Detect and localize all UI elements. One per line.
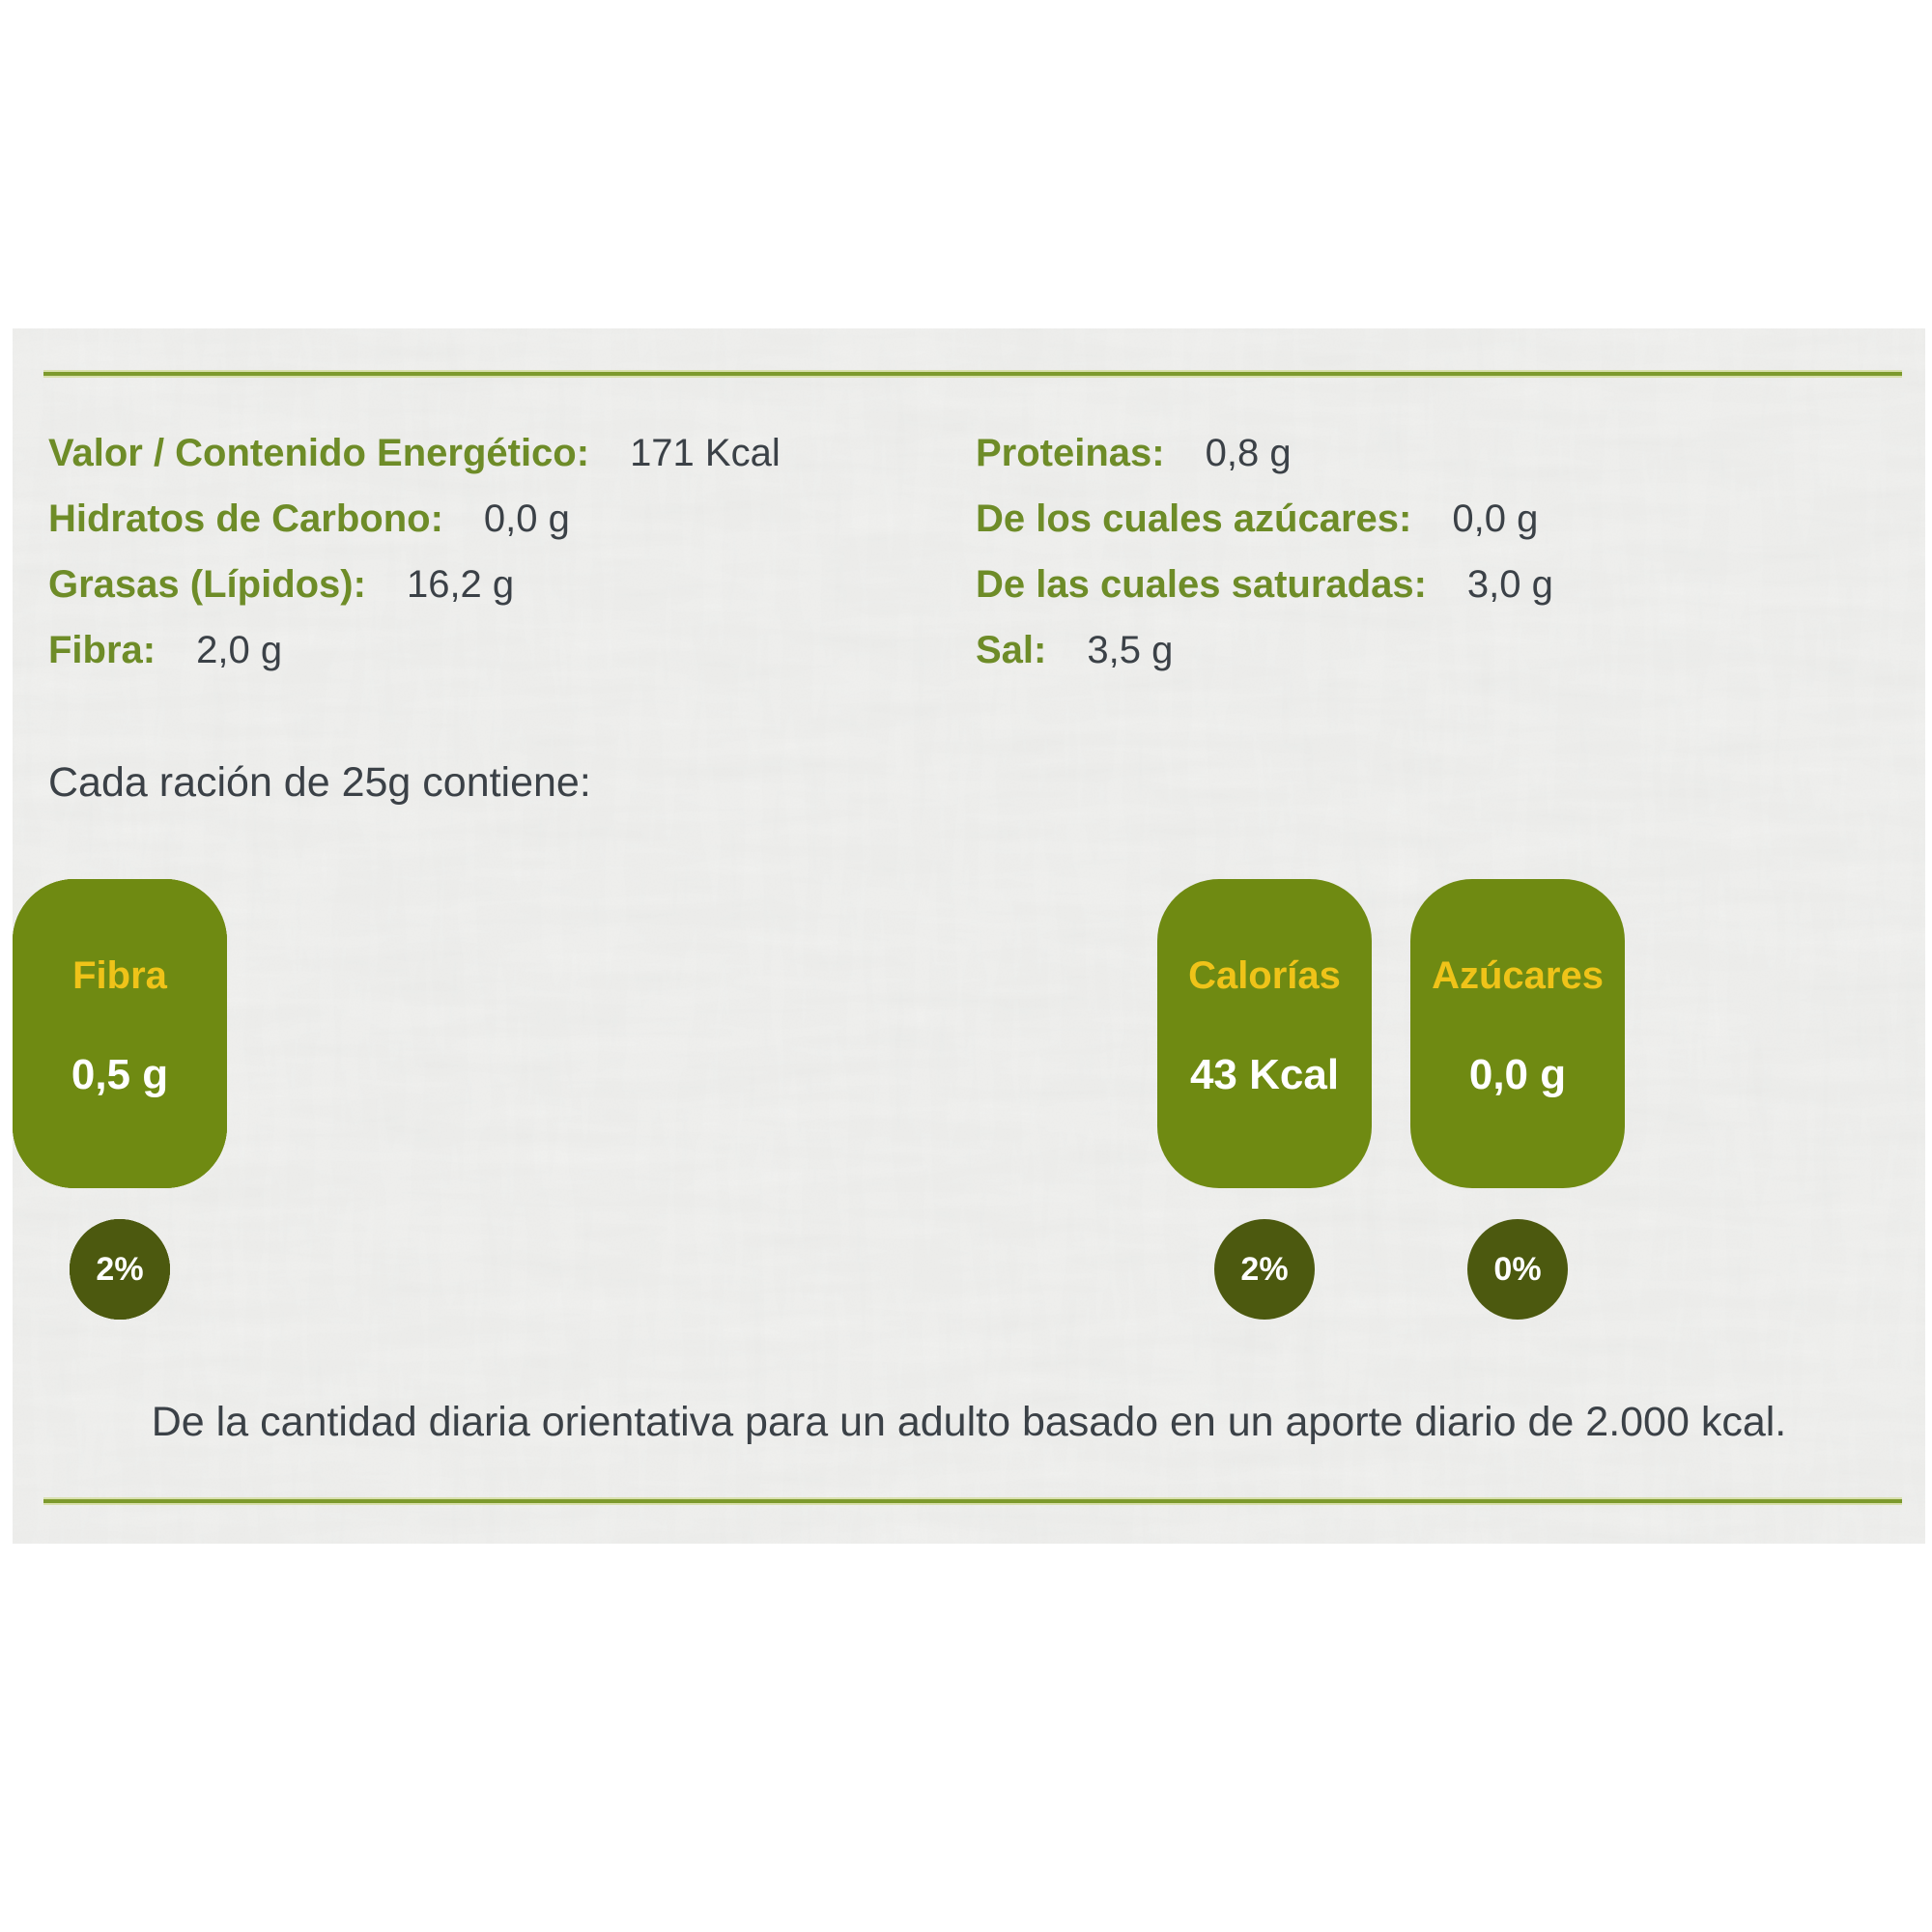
fact-label: De las cuales saturadas: [976,563,1427,606]
fact-row-fiber: Fibra: 2,0 g [48,617,781,683]
gda-badge-value: 0,5 g [71,1051,169,1098]
fact-label: De los cuales azúcares: [976,497,1412,540]
gda-percent-circle: 2% [70,1219,170,1320]
gda-percent-value: 0% [1493,1250,1542,1288]
fact-row-saturates: De las cuales saturadas: 3,0 g [976,552,1553,617]
fact-value: 0,0 g [1452,497,1539,540]
gda-badge-fiber: Fibra 0,5 g 2% [13,879,227,1320]
fact-label: Sal: [976,629,1047,671]
fact-value: 0,0 g [483,497,570,540]
gda-badge-box: Azúcares 0,0 g [1410,879,1625,1188]
gda-badge-box: Calorías 43 Kcal [1157,879,1372,1188]
serving-size-text: Cada ración de 25g contiene: [48,759,591,806]
fact-label: Valor / Contenido Energético: [48,432,590,474]
gda-badge-sugars: Azúcares 0,0 g 0% [1410,879,1625,1320]
fact-row-fat: Grasas (Lípidos): 16,2 g [48,552,781,617]
nutrition-facts-left-column: Valor / Contenido Energético: 171 Kcal Hi… [48,420,781,683]
fact-value: 16,2 g [406,563,515,606]
nutrition-facts-right-column: Proteinas: 0,8 g De los cuales azúcares: 0… [976,420,1553,683]
fact-label: Grasas (Lípidos): [48,563,366,606]
gda-percent-circle: 2% [1214,1219,1315,1320]
fact-row-sugars: De los cuales azúcares: 0,0 g [976,486,1553,552]
fact-label: Hidratos de Carbono: [48,497,443,540]
gda-percent-circle: 0% [1467,1219,1568,1320]
fact-value: 3,0 g [1466,563,1553,606]
gda-percent-value: 2% [1240,1250,1289,1288]
fact-label: Fibra: [48,629,156,671]
fact-row-salt: Sal: 3,5 g [976,617,1553,683]
fact-value: 2,0 g [196,629,283,671]
divider-top [43,372,1902,376]
fact-value: 3,5 g [1087,629,1174,671]
gda-badge-box: Fibra 0,5 g [13,879,227,1188]
gda-badge-calories: Calorías 43 Kcal 2% [1157,879,1372,1320]
divider-bottom [43,1499,1902,1503]
gda-badge-label: Fibra [72,953,167,997]
fact-label: Proteinas: [976,432,1165,474]
gda-badge-label: Azúcares [1432,953,1604,997]
fact-row-protein: Proteinas: 0,8 g [976,420,1553,486]
fact-value: 171 Kcal [630,432,781,474]
gda-badge-value: 0,0 g [1468,1051,1567,1098]
fact-value: 0,8 g [1205,432,1292,474]
fact-row-energy: Valor / Contenido Energético: 171 Kcal [48,420,781,486]
gda-badge-value: 43 Kcal [1189,1051,1340,1098]
gda-footnote: De la cantidad diaria orientativa para u… [151,1399,1787,1445]
nutrition-panel: Valor / Contenido Energético: 171 Kcal Hi… [13,328,1925,1544]
gda-percent-value: 2% [96,1250,144,1288]
fact-row-carbs: Hidratos de Carbono: 0,0 g [48,486,781,552]
gda-badge-label: Calorías [1188,953,1341,997]
